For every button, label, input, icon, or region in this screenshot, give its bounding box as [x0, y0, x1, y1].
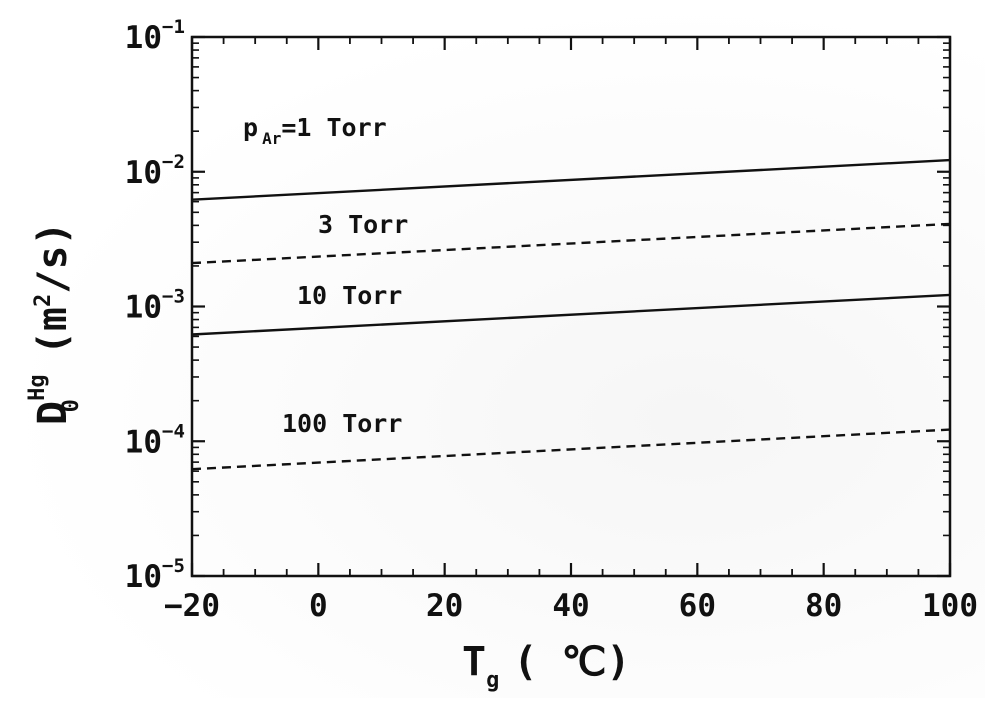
- y-tick-label: 10: [125, 290, 162, 326]
- y-axis-title-unit-end: /s): [30, 221, 76, 293]
- y-tick-label: 10: [125, 424, 162, 460]
- x-axis-title-main: T: [462, 639, 486, 685]
- series-label-4: 100 Torr: [282, 409, 402, 438]
- series-labels: p Ar=1 Torr 3 Torr 10 Torr 100 Torr: [243, 113, 408, 438]
- x-tick-label: 100: [922, 588, 978, 624]
- y-tick-label: 10: [125, 559, 162, 595]
- series-lines: [191, 158, 951, 471]
- series-label-2: 3 Torr: [318, 210, 408, 239]
- x-axis-title-sub: g: [486, 668, 499, 693]
- y-tick-exponent: −4: [162, 420, 185, 442]
- axis-ticks: [190, 35, 952, 578]
- x-tick-label: 60: [679, 588, 716, 624]
- y-axis-title-main: D: [30, 401, 76, 425]
- series-line-3: [191, 293, 951, 336]
- series-line-4: [191, 428, 951, 471]
- x-tick-label: −20: [164, 588, 220, 624]
- y-axis-title-unit-sup: 2: [31, 294, 56, 307]
- series-label-3: 10 Torr: [297, 281, 402, 310]
- y-tick-label: 10: [125, 155, 162, 191]
- y-tick-exponent: −1: [162, 16, 185, 38]
- y-axis-title-sub: 0: [59, 399, 84, 412]
- y-tick-label: 10: [125, 20, 162, 56]
- y-axis-title-unit: (m: [30, 307, 76, 355]
- series-line-2: [191, 222, 951, 265]
- y-tick-exponent: −2: [162, 151, 185, 173]
- x-tick-label: 20: [426, 588, 463, 624]
- series-label-1: p Ar=1 Torr: [243, 113, 387, 148]
- y-tick-exponent: −5: [162, 555, 185, 577]
- y-tick-exponent: −3: [162, 286, 185, 308]
- x-axis-title: Tg ( ℃): [462, 639, 631, 693]
- x-tick-label: 40: [552, 588, 589, 624]
- y-axis-title-sup: Hg: [25, 374, 50, 401]
- y-axis-title: DHg 0 (m2/s): [25, 221, 84, 425]
- x-tick-label: 0: [309, 588, 328, 624]
- series-line-1: [191, 158, 951, 201]
- x-tick-label: 80: [805, 588, 842, 624]
- x-axis-title-unit: ( ℃): [513, 639, 630, 685]
